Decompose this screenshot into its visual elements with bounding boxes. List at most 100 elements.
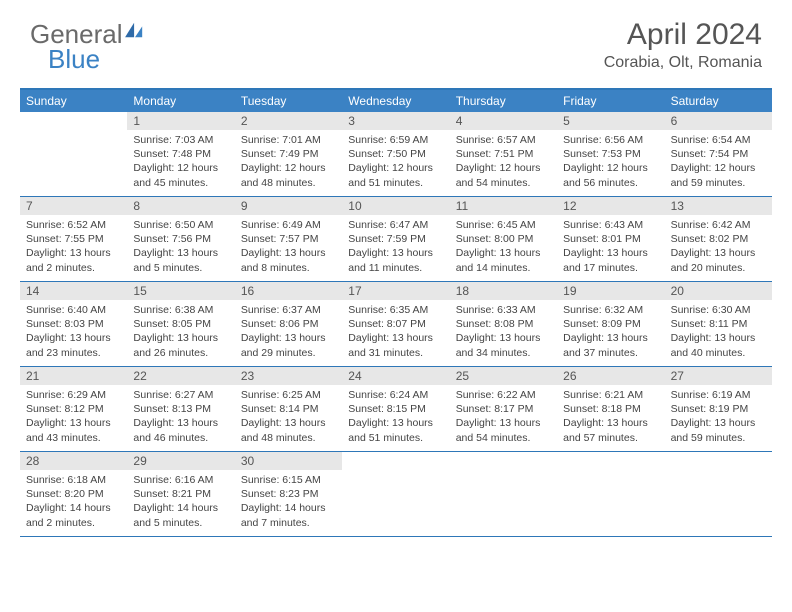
day-details: Sunrise: 6:30 AMSunset: 8:11 PMDaylight:… xyxy=(665,300,772,364)
sunrise-text: Sunrise: 6:50 AM xyxy=(133,218,228,232)
day-details: Sunrise: 6:24 AMSunset: 8:15 PMDaylight:… xyxy=(342,385,449,449)
sunrise-text: Sunrise: 6:35 AM xyxy=(348,303,443,317)
day-number: 20 xyxy=(665,282,772,300)
daylight-text: Daylight: 13 hours and 5 minutes. xyxy=(133,246,228,274)
sunrise-text: Sunrise: 6:15 AM xyxy=(241,473,336,487)
day-number: 30 xyxy=(235,452,342,470)
sunset-text: Sunset: 8:19 PM xyxy=(671,402,766,416)
daylight-text: Daylight: 13 hours and 14 minutes. xyxy=(456,246,551,274)
day-cell: 23Sunrise: 6:25 AMSunset: 8:14 PMDayligh… xyxy=(235,367,342,451)
sunrise-text: Sunrise: 6:33 AM xyxy=(456,303,551,317)
daylight-text: Daylight: 14 hours and 7 minutes. xyxy=(241,501,336,529)
day-details: Sunrise: 6:59 AMSunset: 7:50 PMDaylight:… xyxy=(342,130,449,194)
day-cell xyxy=(342,452,449,536)
day-number: 3 xyxy=(342,112,449,130)
day-cell: 22Sunrise: 6:27 AMSunset: 8:13 PMDayligh… xyxy=(127,367,234,451)
day-cell: 6Sunrise: 6:54 AMSunset: 7:54 PMDaylight… xyxy=(665,112,772,196)
day-cell: 30Sunrise: 6:15 AMSunset: 8:23 PMDayligh… xyxy=(235,452,342,536)
sunset-text: Sunset: 8:20 PM xyxy=(26,487,121,501)
day-details: Sunrise: 6:57 AMSunset: 7:51 PMDaylight:… xyxy=(450,130,557,194)
sunset-text: Sunset: 8:01 PM xyxy=(563,232,658,246)
daylight-text: Daylight: 13 hours and 8 minutes. xyxy=(241,246,336,274)
day-number: 18 xyxy=(450,282,557,300)
day-details: Sunrise: 6:45 AMSunset: 8:00 PMDaylight:… xyxy=(450,215,557,279)
sunrise-text: Sunrise: 6:49 AM xyxy=(241,218,336,232)
day-cell: 16Sunrise: 6:37 AMSunset: 8:06 PMDayligh… xyxy=(235,282,342,366)
title-block: April 2024 Corabia, Olt, Romania xyxy=(604,18,762,72)
sunset-text: Sunset: 7:56 PM xyxy=(133,232,228,246)
week-row: 28Sunrise: 6:18 AMSunset: 8:20 PMDayligh… xyxy=(20,452,772,537)
day-cell: 18Sunrise: 6:33 AMSunset: 8:08 PMDayligh… xyxy=(450,282,557,366)
day-cell: 14Sunrise: 6:40 AMSunset: 8:03 PMDayligh… xyxy=(20,282,127,366)
day-details: Sunrise: 6:15 AMSunset: 8:23 PMDaylight:… xyxy=(235,470,342,534)
day-details: Sunrise: 6:40 AMSunset: 8:03 PMDaylight:… xyxy=(20,300,127,364)
sunrise-text: Sunrise: 6:59 AM xyxy=(348,133,443,147)
daylight-text: Daylight: 12 hours and 56 minutes. xyxy=(563,161,658,189)
daylight-text: Daylight: 13 hours and 40 minutes. xyxy=(671,331,766,359)
week-row: 7Sunrise: 6:52 AMSunset: 7:55 PMDaylight… xyxy=(20,197,772,282)
location: Corabia, Olt, Romania xyxy=(604,54,762,72)
day-details: Sunrise: 6:25 AMSunset: 8:14 PMDaylight:… xyxy=(235,385,342,449)
day-details: Sunrise: 6:32 AMSunset: 8:09 PMDaylight:… xyxy=(557,300,664,364)
day-details: Sunrise: 6:29 AMSunset: 8:12 PMDaylight:… xyxy=(20,385,127,449)
day-number: 8 xyxy=(127,197,234,215)
sunrise-text: Sunrise: 6:18 AM xyxy=(26,473,121,487)
weekday-label: Monday xyxy=(127,90,234,112)
day-cell xyxy=(20,112,127,196)
sunrise-text: Sunrise: 6:19 AM xyxy=(671,388,766,402)
sunset-text: Sunset: 8:05 PM xyxy=(133,317,228,331)
sunset-text: Sunset: 7:48 PM xyxy=(133,147,228,161)
sunrise-text: Sunrise: 6:24 AM xyxy=(348,388,443,402)
day-details: Sunrise: 6:54 AMSunset: 7:54 PMDaylight:… xyxy=(665,130,772,194)
day-cell: 3Sunrise: 6:59 AMSunset: 7:50 PMDaylight… xyxy=(342,112,449,196)
day-number: 14 xyxy=(20,282,127,300)
sunset-text: Sunset: 8:00 PM xyxy=(456,232,551,246)
daylight-text: Daylight: 13 hours and 26 minutes. xyxy=(133,331,228,359)
calendar: Sunday Monday Tuesday Wednesday Thursday… xyxy=(20,88,772,537)
day-cell: 11Sunrise: 6:45 AMSunset: 8:00 PMDayligh… xyxy=(450,197,557,281)
day-details: Sunrise: 6:33 AMSunset: 8:08 PMDaylight:… xyxy=(450,300,557,364)
day-number: 5 xyxy=(557,112,664,130)
sunset-text: Sunset: 8:13 PM xyxy=(133,402,228,416)
sunset-text: Sunset: 7:53 PM xyxy=(563,147,658,161)
daylight-text: Daylight: 13 hours and 51 minutes. xyxy=(348,416,443,444)
day-details: Sunrise: 6:38 AMSunset: 8:05 PMDaylight:… xyxy=(127,300,234,364)
day-number: 27 xyxy=(665,367,772,385)
daylight-text: Daylight: 13 hours and 37 minutes. xyxy=(563,331,658,359)
daylight-text: Daylight: 12 hours and 48 minutes. xyxy=(241,161,336,189)
day-details: Sunrise: 6:21 AMSunset: 8:18 PMDaylight:… xyxy=(557,385,664,449)
sunset-text: Sunset: 7:50 PM xyxy=(348,147,443,161)
sunrise-text: Sunrise: 6:56 AM xyxy=(563,133,658,147)
daylight-text: Daylight: 12 hours and 59 minutes. xyxy=(671,161,766,189)
sunrise-text: Sunrise: 6:22 AM xyxy=(456,388,551,402)
daylight-text: Daylight: 13 hours and 11 minutes. xyxy=(348,246,443,274)
week-row: 21Sunrise: 6:29 AMSunset: 8:12 PMDayligh… xyxy=(20,367,772,452)
daylight-text: Daylight: 13 hours and 46 minutes. xyxy=(133,416,228,444)
day-details: Sunrise: 6:27 AMSunset: 8:13 PMDaylight:… xyxy=(127,385,234,449)
day-number: 1 xyxy=(127,112,234,130)
week-row: 14Sunrise: 6:40 AMSunset: 8:03 PMDayligh… xyxy=(20,282,772,367)
weekday-label: Wednesday xyxy=(342,90,449,112)
day-number: 9 xyxy=(235,197,342,215)
day-cell: 13Sunrise: 6:42 AMSunset: 8:02 PMDayligh… xyxy=(665,197,772,281)
day-details: Sunrise: 6:19 AMSunset: 8:19 PMDaylight:… xyxy=(665,385,772,449)
daylight-text: Daylight: 13 hours and 54 minutes. xyxy=(456,416,551,444)
day-number: 2 xyxy=(235,112,342,130)
day-details: Sunrise: 7:03 AMSunset: 7:48 PMDaylight:… xyxy=(127,130,234,194)
sunset-text: Sunset: 8:17 PM xyxy=(456,402,551,416)
day-number: 29 xyxy=(127,452,234,470)
daylight-text: Daylight: 13 hours and 17 minutes. xyxy=(563,246,658,274)
day-details: Sunrise: 6:52 AMSunset: 7:55 PMDaylight:… xyxy=(20,215,127,279)
sunrise-text: Sunrise: 6:37 AM xyxy=(241,303,336,317)
daylight-text: Daylight: 13 hours and 34 minutes. xyxy=(456,331,551,359)
sunset-text: Sunset: 8:15 PM xyxy=(348,402,443,416)
sunset-text: Sunset: 8:02 PM xyxy=(671,232,766,246)
day-cell xyxy=(665,452,772,536)
header: GeneralBlue April 2024 Corabia, Olt, Rom… xyxy=(0,0,792,80)
sunrise-text: Sunrise: 6:45 AM xyxy=(456,218,551,232)
day-details: Sunrise: 6:18 AMSunset: 8:20 PMDaylight:… xyxy=(20,470,127,534)
day-cell xyxy=(557,452,664,536)
sunset-text: Sunset: 8:12 PM xyxy=(26,402,121,416)
weekday-label: Saturday xyxy=(665,90,772,112)
day-details: Sunrise: 6:47 AMSunset: 7:59 PMDaylight:… xyxy=(342,215,449,279)
